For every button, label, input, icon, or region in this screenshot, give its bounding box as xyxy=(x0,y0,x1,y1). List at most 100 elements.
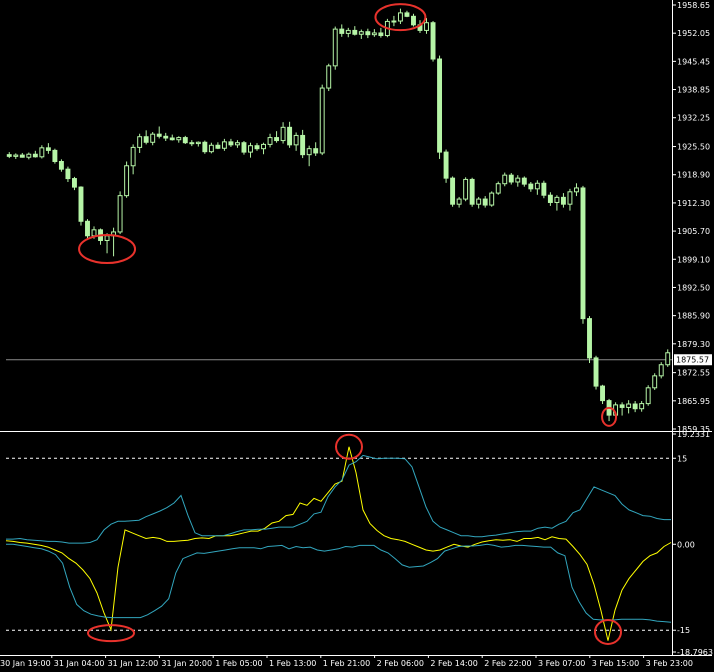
highlight-circle-low-2 xyxy=(601,406,618,427)
candle-body-bull xyxy=(221,141,227,149)
time-axis-label: 3 Feb 15:00 xyxy=(592,659,639,668)
candle-body-bull xyxy=(489,192,495,206)
candle-body-bear xyxy=(443,151,449,179)
candle-body-bear xyxy=(469,178,475,205)
candle-body-bear xyxy=(300,134,306,156)
candle-body-bear xyxy=(508,174,514,183)
candle-body-bear xyxy=(450,177,456,205)
osc-axis-label: 19.2331 xyxy=(677,430,710,439)
candle-body-bull xyxy=(137,136,143,148)
candle-body-bull xyxy=(515,177,521,183)
candle-body-bull xyxy=(424,22,429,31)
candle-body-bear xyxy=(163,135,169,139)
candle-body-bull xyxy=(91,229,97,237)
highlight-circle-high xyxy=(374,3,427,32)
candle-body-bear xyxy=(593,357,599,387)
candle-body-bull xyxy=(567,191,573,205)
osc-axis-label: 15 xyxy=(677,454,687,463)
candle-body-bull xyxy=(208,144,214,153)
candle-body-bull xyxy=(293,134,299,146)
highlight-circle-osc-low-1 xyxy=(87,624,135,643)
candle-body-bull xyxy=(319,87,325,154)
price-axis-label: 1945.45 xyxy=(677,57,710,66)
candle-body-bull xyxy=(332,28,338,67)
candle-body-bull xyxy=(345,29,351,34)
osc-series-line xyxy=(5,446,672,641)
time-axis-label: 2 Feb 22:00 xyxy=(484,659,531,668)
candle-body-bear xyxy=(482,198,488,206)
candle-body-bear xyxy=(52,149,58,162)
candle-body-bear xyxy=(365,31,371,36)
candle-body-bear xyxy=(45,147,51,151)
price-axis-label: 1899.10 xyxy=(677,255,710,264)
time-axis-label: 1 Feb 21:00 xyxy=(323,659,370,668)
candle-body-bear xyxy=(274,137,280,142)
candle-body-bear xyxy=(215,144,221,149)
price-axis-label: 1912.30 xyxy=(677,199,710,208)
candle-body-bear xyxy=(560,196,566,205)
candle-body-bear xyxy=(528,183,534,190)
candle-body-bear xyxy=(6,154,12,157)
candle-body-bear xyxy=(182,137,188,144)
candle-body-bull xyxy=(326,65,332,89)
osc-series-line xyxy=(6,454,671,544)
candle-body-bear xyxy=(228,141,234,146)
candle-body-bull xyxy=(280,126,286,142)
candle-body-bull xyxy=(267,137,273,145)
candle-body-bear xyxy=(430,22,436,60)
candle-body-bear xyxy=(619,404,625,408)
highlight-circle-osc-high xyxy=(335,433,363,460)
candle-body-bull xyxy=(130,146,136,167)
candle-body-bull xyxy=(652,375,658,389)
candle-body-bull xyxy=(358,31,364,35)
candle-body-bull xyxy=(195,141,201,145)
candle-body-bear xyxy=(65,168,71,180)
candle-body-bull xyxy=(476,198,482,205)
candle-body-bull xyxy=(124,165,130,197)
candle-body-bull xyxy=(554,196,560,203)
time-axis-label: 1 Feb 05:00 xyxy=(215,659,262,668)
candle-body-bear xyxy=(521,177,527,185)
price-axis-label: 1918.90 xyxy=(677,171,710,180)
candle-body-bull xyxy=(150,133,156,143)
candle-body-bear xyxy=(632,403,638,410)
candle-body-bear xyxy=(541,182,547,196)
candle-body-bull xyxy=(626,403,632,408)
price-axis-label: 1892.50 xyxy=(677,283,710,292)
candle-body-bear xyxy=(189,142,195,145)
current-price-box xyxy=(674,354,712,366)
osc-axis-label: -18.7963 xyxy=(677,648,713,657)
price-axis-label: 1932.25 xyxy=(677,114,710,123)
candle-body-bull xyxy=(397,12,403,22)
candle-body-bull xyxy=(534,182,540,190)
time-axis-label: 2 Feb 14:00 xyxy=(430,659,477,668)
candle-body-bear xyxy=(411,15,416,26)
highlight-circle-osc-low-2 xyxy=(594,618,622,645)
time-axis-label: 3 Feb 23:00 xyxy=(646,659,693,668)
candle-body-bull xyxy=(502,174,508,185)
candle-body-bear xyxy=(72,178,77,188)
osc-axis-label: 0.00 xyxy=(677,540,695,549)
highlight-circle-low-1 xyxy=(78,234,137,265)
price-axis-label: 1865.95 xyxy=(677,397,710,406)
candle-body-bear xyxy=(58,160,64,170)
time-axis-label: 31 Jan 12:00 xyxy=(108,659,159,668)
candle-body-bull xyxy=(176,137,182,141)
time-axis-label: 1 Feb 13:00 xyxy=(269,659,316,668)
candle-body-bear xyxy=(404,12,410,17)
candle-body-bull xyxy=(13,154,19,157)
candle-body-bull xyxy=(665,352,671,366)
candle-body-bull xyxy=(261,143,266,150)
candle-body-bear xyxy=(339,28,345,34)
candle-body-bear xyxy=(580,187,586,320)
time-axis-label: 31 Jan 04:00 xyxy=(54,659,105,668)
candle-body-bull xyxy=(26,153,32,158)
candle-body-bull xyxy=(234,142,240,146)
time-axis-label: 2 Feb 06:00 xyxy=(377,659,424,668)
candle-body-bull xyxy=(639,403,645,410)
price-axis-label: 1885.90 xyxy=(677,312,710,321)
candle-body-bull xyxy=(645,387,651,405)
candle-body-bear xyxy=(19,154,25,158)
price-axis-label: 1958.65 xyxy=(677,1,710,10)
